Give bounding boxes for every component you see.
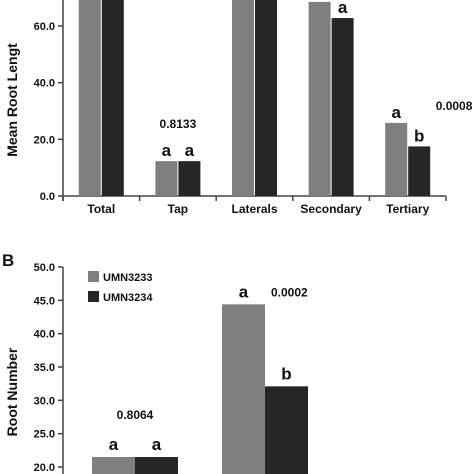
y-tick-label: 0.0 [40, 191, 55, 203]
y-tick-label: 40.0 [34, 329, 55, 341]
x-category-label: Laterals [231, 202, 277, 216]
panel-b-root-number-chart: B 20.0 25.0 30.0 35.0 40.0 45.0 50.0 Root Number… [2, 251, 308, 474]
x-category-label: Tap [168, 202, 188, 216]
legend-label: UMN3233 [103, 272, 153, 284]
significance-letter: a [338, 0, 348, 17]
y-axis-title: Root Number [4, 347, 20, 436]
panel-a-root-length-chart: 0.0 20.0 40.0 60.0 Mean Root Lengt Total Tap La… [4, 0, 473, 216]
y-tick-label: 20.0 [34, 134, 55, 146]
y-tick-label: 50.0 [34, 262, 55, 274]
bar [255, 0, 277, 196]
bar [385, 122, 408, 196]
significance-letter: b [414, 126, 424, 145]
bar [331, 18, 354, 196]
bar [232, 0, 254, 196]
bar [155, 161, 178, 196]
legend-swatch [88, 271, 99, 282]
bar [92, 457, 135, 474]
significance-letter: a [152, 435, 162, 454]
bar [222, 304, 265, 474]
y-tick-label: 35.0 [34, 362, 55, 374]
significance-letter: a [391, 103, 401, 122]
p-value-label: 0.8064 [117, 408, 154, 422]
bar [308, 1, 331, 196]
bar [408, 146, 431, 196]
x-category-label: Total [87, 202, 115, 216]
significance-letter: a [162, 141, 172, 160]
panel-letter: B [2, 251, 14, 270]
y-tick-label: 60.0 [34, 21, 55, 33]
legend-swatch [88, 291, 99, 302]
bar [101, 0, 124, 196]
bar [135, 457, 178, 474]
significance-letter: b [281, 364, 291, 383]
p-value-label: 0.0002 [271, 285, 308, 299]
y-tick-label: 45.0 [34, 295, 55, 307]
y-tick-label: 40.0 [34, 78, 55, 90]
y-tick-label: 25.0 [34, 429, 55, 441]
y-tick-label: 20.0 [34, 462, 55, 474]
bar [265, 386, 308, 474]
bar [178, 161, 201, 196]
legend-label: UMN3234 [103, 292, 153, 304]
significance-letter: a [239, 282, 249, 301]
x-category-label: Tertiary [386, 202, 429, 216]
significance-letter: a [185, 141, 195, 160]
x-category-label: Secondary [300, 202, 362, 216]
p-value-label: 0.0008 [436, 99, 473, 113]
y-tick-label: 30.0 [34, 395, 55, 407]
p-value-label: 0.8133 [160, 117, 197, 131]
significance-letter: a [109, 435, 119, 454]
bar [78, 0, 101, 196]
y-axis-title: Mean Root Lengt [4, 43, 20, 157]
